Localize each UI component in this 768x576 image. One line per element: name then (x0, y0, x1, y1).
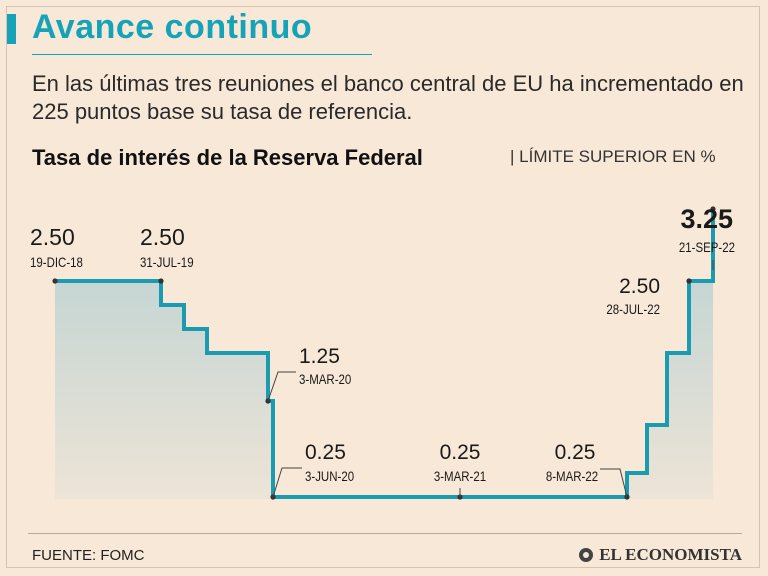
data-label-value: 2.50 (619, 275, 660, 298)
data-point-marker (52, 278, 58, 284)
data-label-date: 21-SEP-22 (679, 239, 735, 255)
title-underline (32, 54, 372, 55)
label-leader-line (267, 371, 296, 402)
rate-line (55, 209, 715, 499)
label-leader-line (600, 468, 628, 498)
title-accent-bar (7, 14, 16, 44)
data-label-value: 0.25 (555, 441, 596, 464)
data-label-date: 31-JUL-19 (140, 254, 194, 270)
subtitle: En las últimas tres reuniones el banco c… (32, 71, 744, 124)
data-label-value: 2.50 (30, 224, 75, 250)
source-note: FUENTE: FOMC (32, 547, 145, 564)
chart-frame (6, 6, 760, 568)
data-label-date: 28-JUL-22 (606, 301, 660, 317)
rate-area (55, 209, 713, 499)
data-label-date: 3-MAR-21 (434, 468, 486, 484)
data-label-date: 3-MAR-20 (299, 371, 351, 387)
brand-name: EL ECONOMISTA (599, 545, 742, 564)
page-title: Avance continuo (32, 8, 313, 46)
data-point-marker (710, 206, 716, 212)
brand-mark-icon (579, 548, 594, 562)
data-label-date: 8-MAR-22 (546, 468, 598, 484)
data-label-value: 1.25 (299, 345, 340, 368)
data-label-date: 19-DIC-18 (30, 254, 83, 270)
footer-divider (28, 533, 742, 534)
data-label-value: 2.50 (140, 224, 185, 250)
data-point-marker (686, 278, 692, 284)
data-label-date: 3-JUN-20 (305, 468, 354, 484)
label-leader-line (272, 467, 302, 498)
data-label-value: 0.25 (305, 441, 346, 464)
data-label-value: 0.25 (440, 441, 481, 464)
chart-unit: LÍMITE SUPERIOR EN % (510, 147, 715, 167)
brand-logo: EL ECONOMISTA (579, 545, 742, 565)
data-label-value: 3.25 (680, 204, 733, 234)
chart-title: Tasa de interés de la Reserva Federal (32, 145, 423, 170)
data-point-marker (158, 278, 164, 284)
